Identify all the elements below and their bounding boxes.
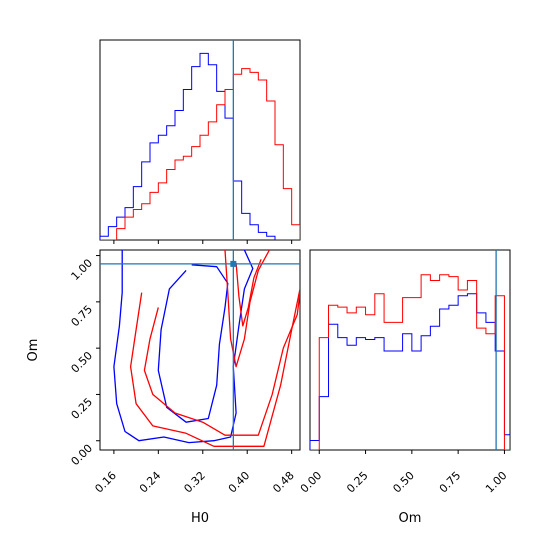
tick-label: 1.00 xyxy=(69,256,96,283)
om-ticks-y: 0.00 0.25 0.50 0.75 1.00 xyxy=(69,255,100,469)
tick-label: 0.75 xyxy=(69,303,96,330)
tick-label: 0.32 xyxy=(181,469,208,496)
contour-outer-3 xyxy=(129,288,300,447)
om-marginal-frame xyxy=(309,249,511,451)
joint-frame xyxy=(99,249,301,451)
tick-label: 0.16 xyxy=(92,469,119,496)
h0-ticks-x xyxy=(113,240,293,244)
tick-label: 0.00 xyxy=(298,469,325,496)
h0-ticks-x: 0.16 0.24 0.32 0.40 0.48 xyxy=(92,450,297,496)
contour-inner-2 xyxy=(157,264,229,423)
tick-label: 0.00 xyxy=(69,442,96,469)
contour-inner-4 xyxy=(143,292,300,436)
om-ticks-x: 0.00 0.25 0.50 0.75 1.00 xyxy=(298,450,510,495)
h0-marginal-frame xyxy=(99,39,301,241)
om-histogram-series-1 xyxy=(310,293,510,450)
tick-label: 0.75 xyxy=(437,469,464,496)
joint-h0-om-panel xyxy=(99,249,301,451)
y-axis-label-om: Om xyxy=(26,339,41,362)
h0-marginal-panel xyxy=(99,39,301,241)
truth-marker xyxy=(230,260,237,267)
x-axis-label-h0: H0 xyxy=(191,511,209,526)
om-marginal-panel xyxy=(309,249,511,451)
tick-label: 0.48 xyxy=(270,469,297,496)
h0-histogram-series-1 xyxy=(100,52,300,240)
om-histogram-series-2 xyxy=(310,274,510,450)
tick-label: 0.50 xyxy=(390,469,417,496)
tick-label: 1.00 xyxy=(483,469,510,496)
contour-outer-5 xyxy=(224,250,270,368)
tick-label: 0.24 xyxy=(137,469,164,496)
tick-label: 0.50 xyxy=(69,349,96,376)
tick-label: 0.25 xyxy=(344,469,371,496)
tick-label: 0.40 xyxy=(226,469,253,496)
contour-inner-6 xyxy=(235,259,262,327)
h0-histogram-series-2 xyxy=(100,68,300,240)
tick-label: 0.25 xyxy=(69,395,96,422)
x-axis-label-om: Om xyxy=(399,511,422,526)
